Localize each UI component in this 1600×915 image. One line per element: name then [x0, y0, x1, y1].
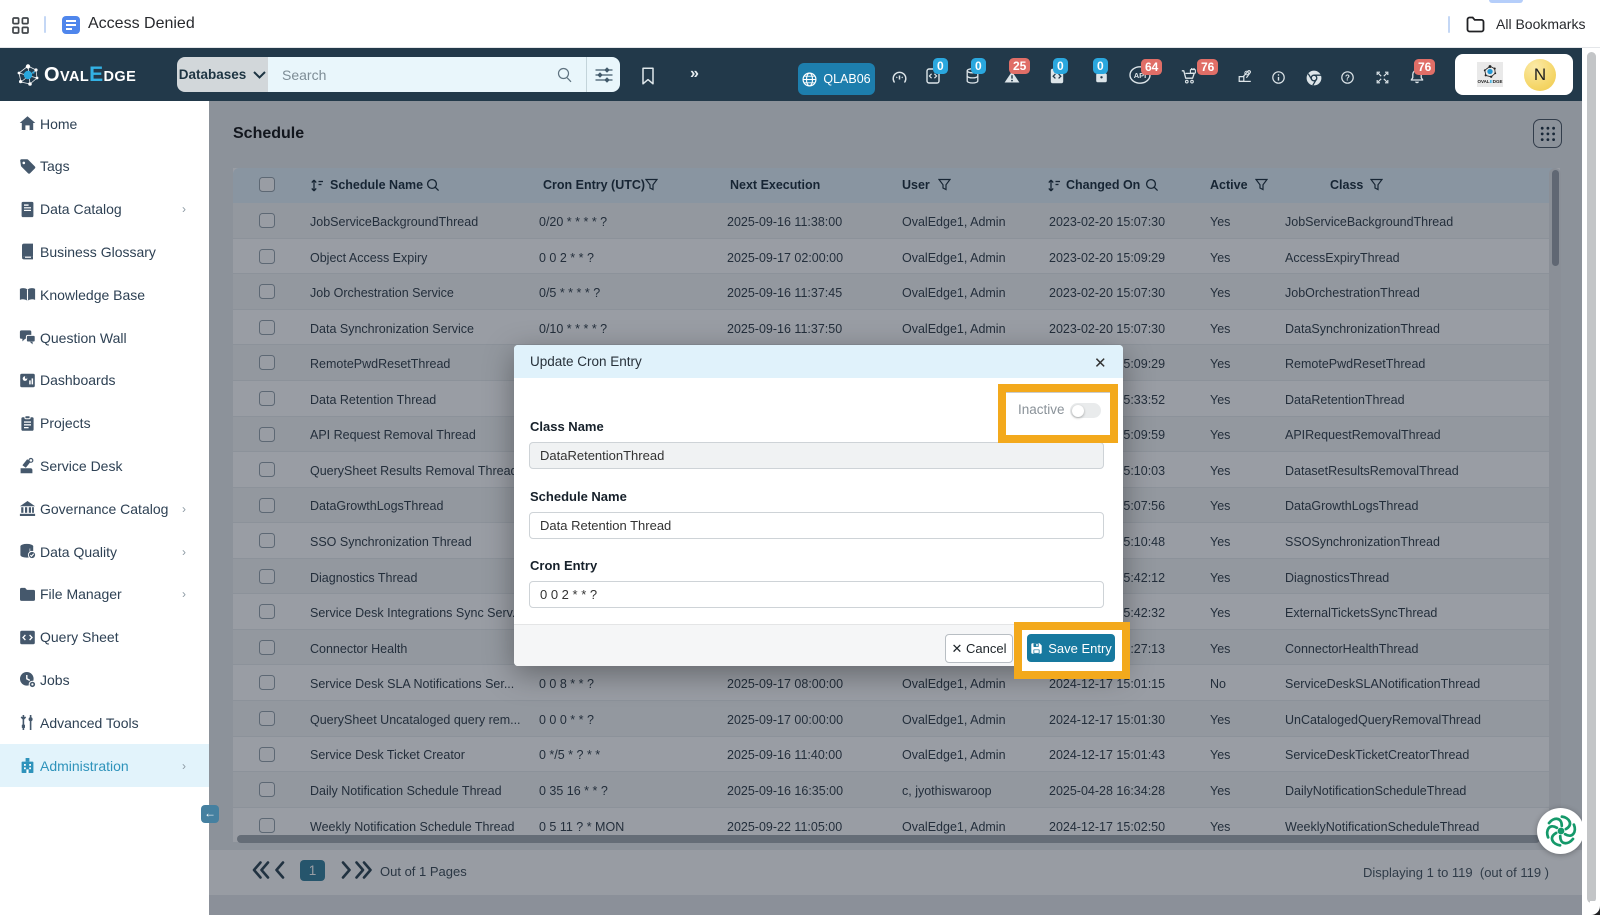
svg-text:?: ? — [1345, 73, 1350, 82]
svg-text:API: API — [1134, 71, 1147, 80]
